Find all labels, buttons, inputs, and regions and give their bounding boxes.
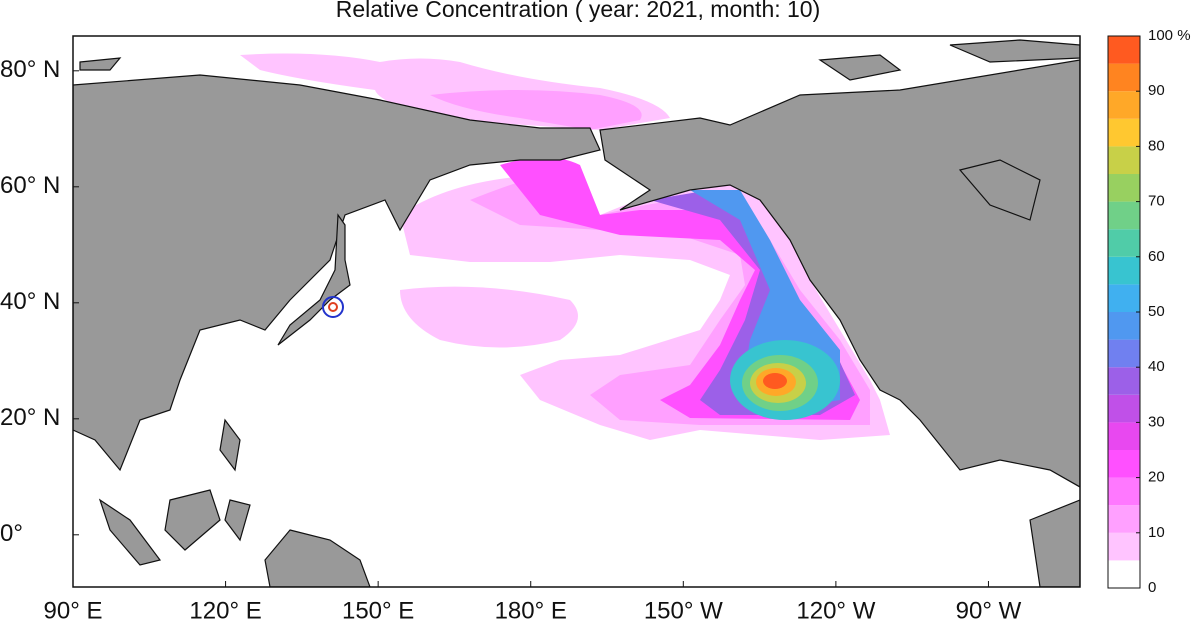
lon-tick-label: 150° E: [342, 597, 414, 624]
colorbar-tick-label: 70: [1148, 193, 1165, 210]
lat-tick-label: 0°: [0, 520, 23, 547]
colorbar-tick-label: 0: [1148, 579, 1156, 596]
map-title: Relative Concentration ( year: 2021, mon…: [336, 0, 821, 22]
colorbar-band: [1108, 256, 1140, 285]
colorbar-band: [1108, 339, 1140, 368]
land: [73, 39, 1080, 587]
colorbar-band: [1108, 118, 1140, 147]
colorbar-band: [1108, 201, 1140, 230]
colorbar-band: [1108, 174, 1140, 202]
colorbar-tick-label: 60: [1148, 248, 1165, 265]
map-body: [73, 36, 1080, 587]
colorbar-tick-label: 30: [1148, 413, 1165, 430]
colorbar-band: [1108, 367, 1140, 395]
plume: [240, 53, 890, 440]
lon-tick-label: 90° W: [956, 597, 1022, 624]
colorbar-tick-label: 80: [1148, 137, 1165, 154]
colorbar-band: [1108, 505, 1140, 533]
colorbar-tick-label: 20: [1148, 469, 1165, 486]
colorbar-tick-label: 100 %: [1148, 27, 1191, 44]
colorbar-band: [1108, 91, 1140, 119]
colorbar-band: [1108, 63, 1140, 92]
colorbar-tick-label: 40: [1148, 358, 1165, 375]
colorbar-band: [1108, 422, 1140, 450]
colorbar-band: [1108, 450, 1140, 478]
colorbar-band: [1108, 229, 1140, 257]
colorbar-band: [1108, 477, 1140, 506]
lat-tick-label: 80° N: [0, 56, 60, 83]
map-frame: [72, 35, 1081, 588]
colorbar-band: [1108, 36, 1140, 64]
source-marker: [322, 296, 344, 318]
colorbar-band: [1108, 532, 1140, 561]
source-point: [328, 302, 338, 312]
colorbar-band: [1108, 394, 1140, 423]
colorbar-tick-label: 10: [1148, 524, 1165, 541]
lat-tick-label: 40° N: [0, 288, 60, 315]
lon-tick-label: 150° W: [644, 597, 723, 624]
colorbar-tick-label: 50: [1148, 303, 1165, 320]
colorbar-band: [1108, 146, 1140, 174]
colorbar-band: [1108, 312, 1140, 340]
lon-tick-label: 120° W: [796, 597, 875, 624]
lat-tick-label: 60° N: [0, 172, 60, 199]
lat-tick-label: 20° N: [0, 404, 60, 431]
lon-tick-label: 90° E: [44, 597, 103, 624]
lon-tick-label: 180° E: [495, 597, 567, 624]
colorbar-band: [1108, 560, 1140, 588]
lon-tick-label: 120° E: [189, 597, 261, 624]
colorbar-tick-label: 90: [1148, 82, 1165, 99]
colorbar-band: [1108, 284, 1140, 312]
